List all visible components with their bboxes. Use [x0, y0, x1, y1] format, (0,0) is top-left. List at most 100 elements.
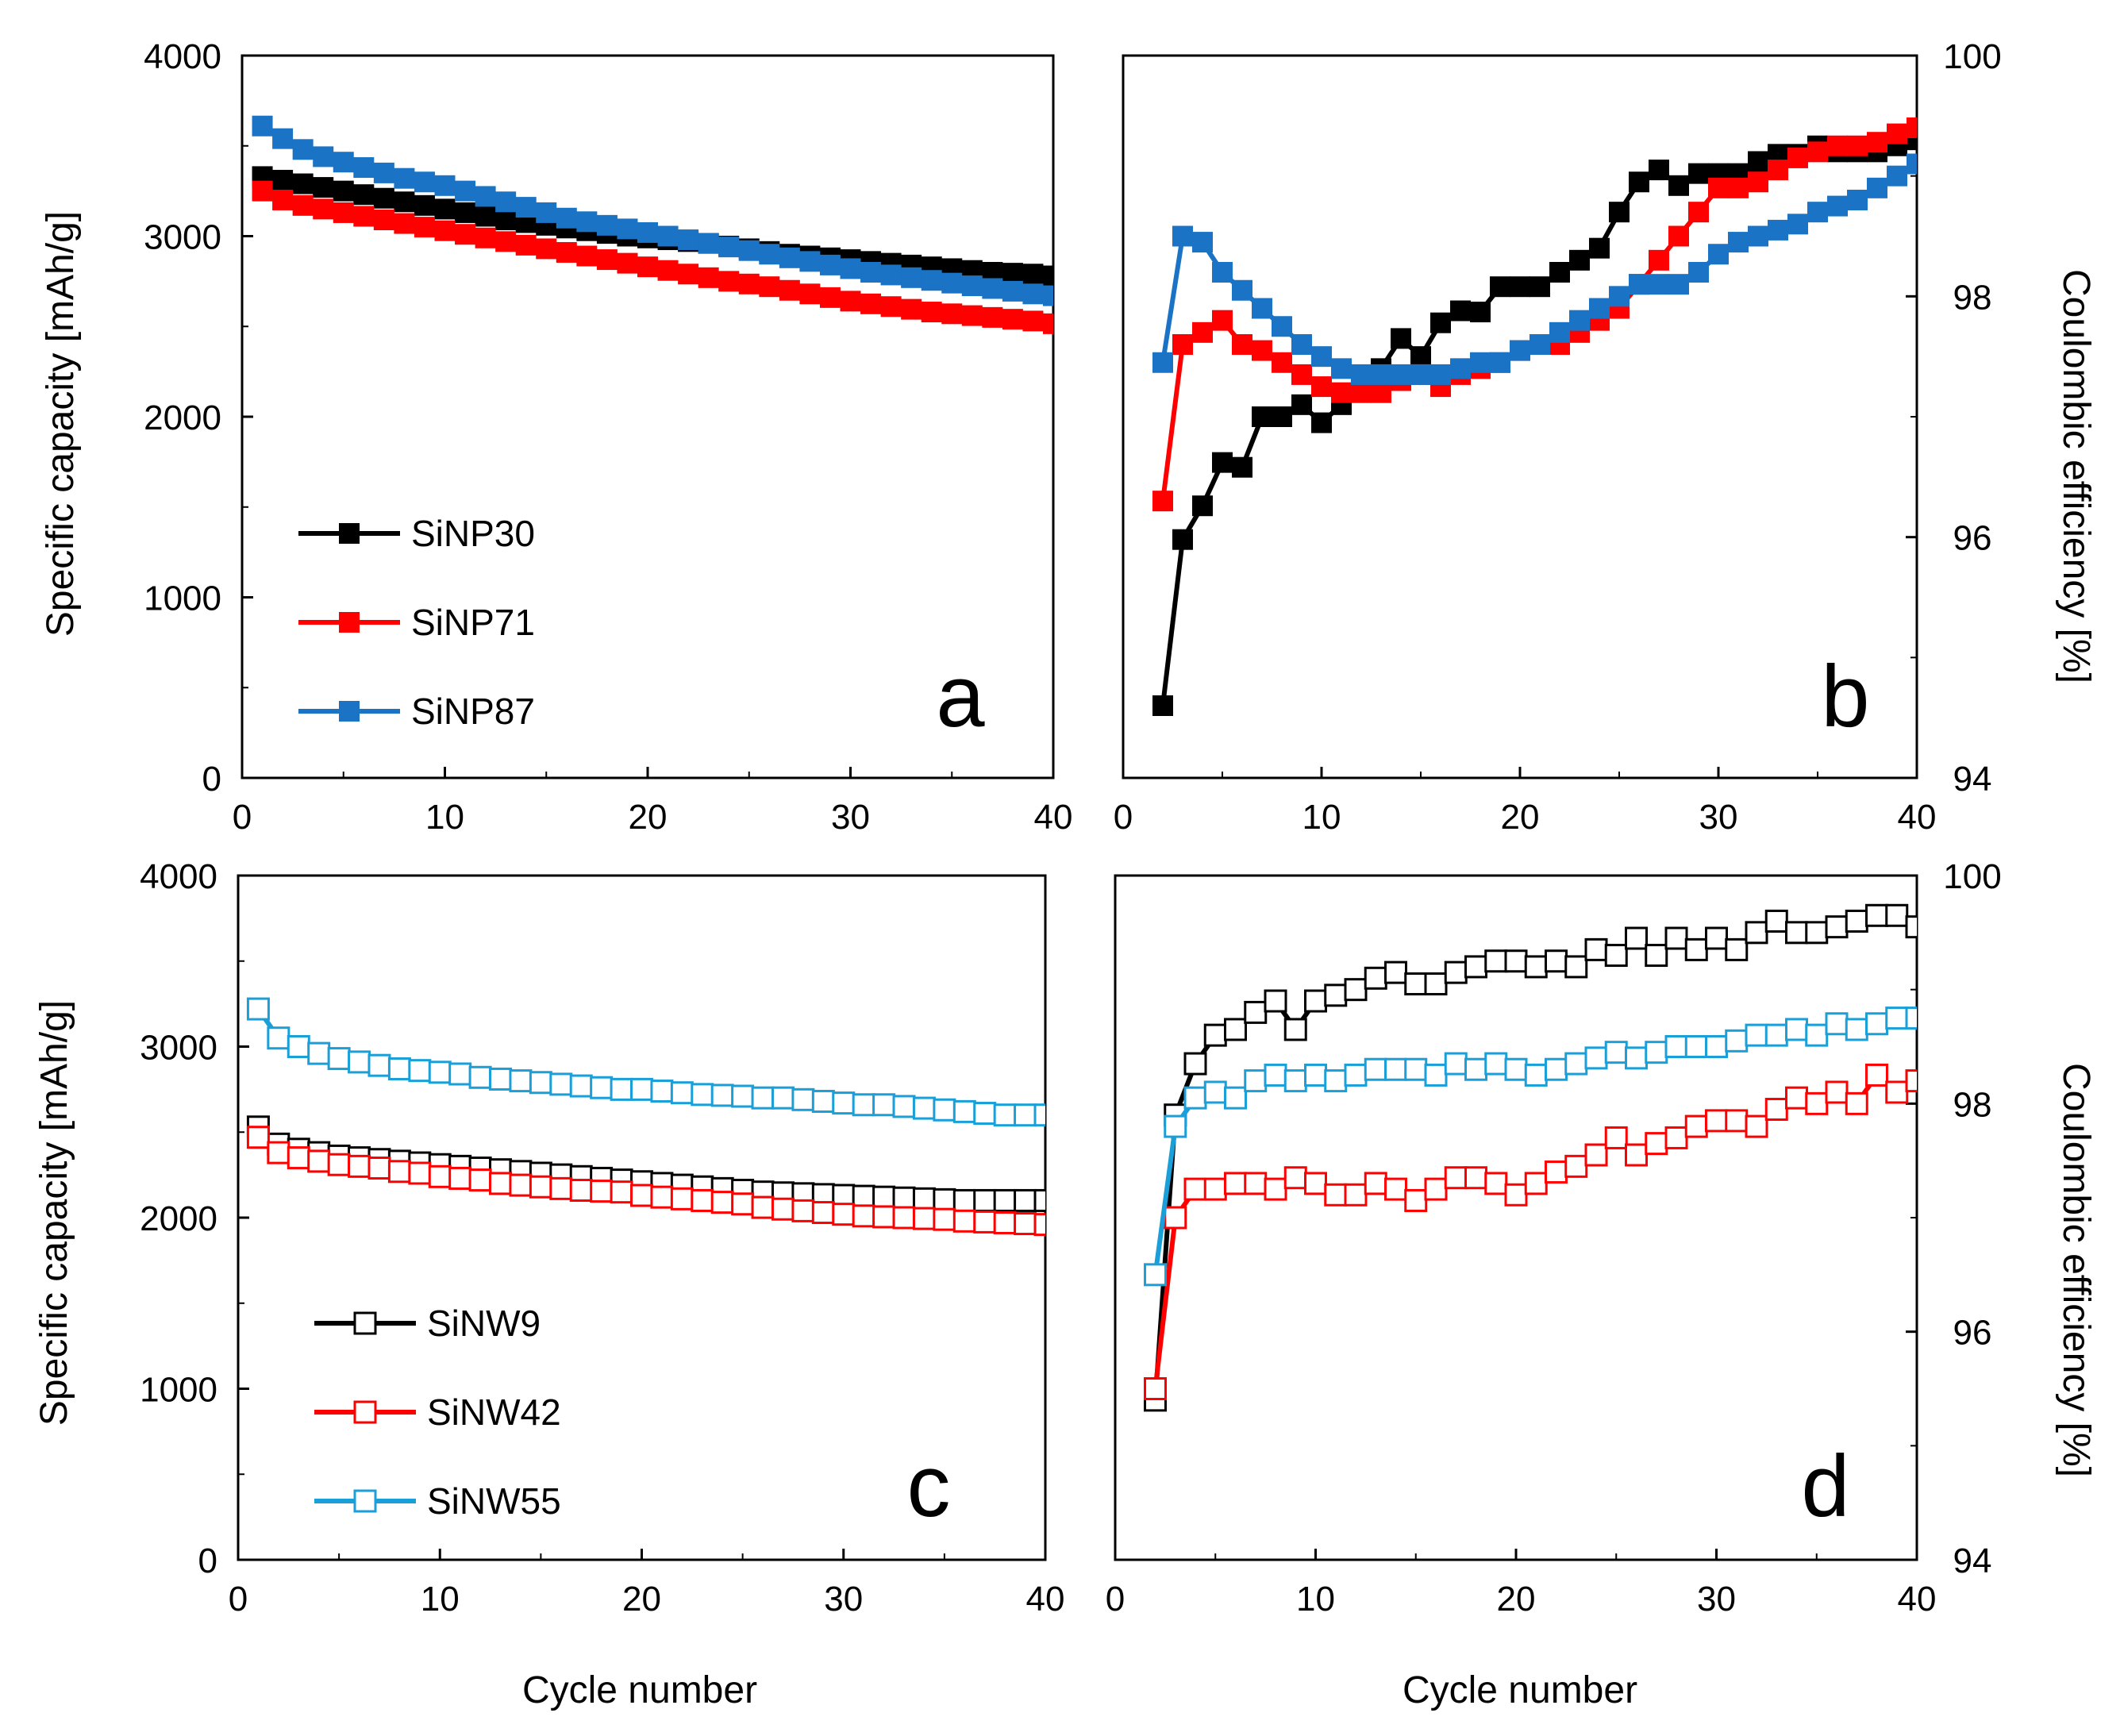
panel-b-series-sinp30-point: [1232, 456, 1252, 478]
panel-b-series-sinp87-point: [1688, 262, 1709, 283]
panel-d-series-sinw9-point: [1264, 989, 1287, 1013]
panel-b-series-sinp30-point: [1172, 529, 1193, 550]
panel-c-series-sinw55-point: [610, 1077, 633, 1101]
panel-c-letter: c: [907, 1438, 951, 1535]
panel-d-series-sinw9-point: [1604, 944, 1628, 968]
panel-a-series-sinp30-point: [455, 202, 476, 223]
panel-d-series-sinw42-point: [1805, 1091, 1829, 1115]
panel-d-series-sinw9-point: [1203, 1023, 1227, 1047]
panel-d-series-sinw9-point: [1524, 955, 1548, 979]
panel-a-plot-area: [252, 115, 1053, 334]
panel-d-series-sinw9-point: [1905, 915, 1917, 939]
panel-a-series-sinp71-point: [434, 220, 456, 241]
panel-c-series-sinw9-point: [933, 1187, 956, 1211]
panel-b-series-sinp30-point: [1410, 346, 1431, 368]
panel-a-series-sinp87-point: [617, 218, 638, 240]
panel-b-series-sinp71-point: [1827, 135, 1848, 156]
panel-c-series-sinw42-point: [267, 1141, 291, 1164]
panel-d-series-sinw9-point: [1283, 1018, 1307, 1041]
panel-d-series-sinw9-point: [1545, 949, 1568, 973]
panel-b-series-sinp87-point: [1569, 310, 1590, 331]
panel-d-series-sinw55-point: [1283, 1069, 1307, 1093]
panel-a-series-sinp71-point: [982, 306, 1003, 328]
panel-a-series-sinp71-point: [495, 231, 517, 252]
panel-c-series-sinw55-point: [731, 1084, 755, 1108]
panel-b-series-sinp87-point: [1470, 352, 1491, 373]
panel-b-series-sinp30-point: [1212, 452, 1233, 473]
panel-b-series-sinp30-point: [1470, 302, 1491, 323]
panel-c-series-sinw9-point: [912, 1187, 936, 1211]
panel-d-series-sinw9-point: [1304, 989, 1327, 1013]
panel-c-series-sinw9-point: [973, 1188, 997, 1212]
panel-b-series-sinp30-point: [1391, 328, 1411, 349]
panel-b-ytick-label: 94: [1953, 760, 1992, 799]
panel-d-series-sinw42-point: [1504, 1183, 1528, 1207]
panel-d-series-sinw9-point: [1825, 915, 1849, 939]
panel-a-series-sinp71-point: [617, 252, 638, 274]
panel-a-series-sinp71-point: [576, 245, 598, 267]
panel-a-xtick-label: 40: [1034, 798, 1073, 837]
panel-c-series-sinw55-point: [691, 1083, 714, 1107]
panel-b-series-sinp87-point: [1291, 334, 1312, 355]
panel-a-series-sinp30-point: [313, 177, 334, 198]
panel-b-series-sinp87-point: [1490, 352, 1510, 373]
panel-b-series-sinp30-point: [1649, 160, 1669, 181]
panel-a-series-sinp87-point: [252, 115, 273, 137]
panel-c-series-sinw9-point: [832, 1184, 856, 1207]
panel-d-series-sinw42-point: [1584, 1143, 1608, 1167]
panel-a-series-sinp30-point: [1022, 264, 1044, 285]
panel-d-series-sinw42-point: [1625, 1143, 1648, 1167]
panel-b-series-sinp71-point: [1728, 177, 1749, 198]
panel-b-series-sinp71-point: [1787, 147, 1808, 168]
panel-b-series-sinp71-point: [1867, 132, 1887, 153]
panel-d-xtick-label: 20: [1497, 1580, 1536, 1619]
panel-c-legend: SiNW9 SiNW42 SiNW55: [314, 1303, 561, 1522]
panel-a-series-sinp87-point: [921, 270, 942, 291]
panel-b-series-sinp71-point: [1172, 334, 1193, 355]
panel-c-series-sinw42-point: [1014, 1212, 1037, 1236]
panel-c-series-sinw55-point: [509, 1069, 533, 1093]
panel-d-series-sinw55-point: [1264, 1063, 1287, 1087]
panel-c-series-sinw55-point: [710, 1084, 734, 1107]
panel-a-ytick-label: 1000: [144, 579, 221, 618]
panel-a-series-sinp71-point: [333, 202, 354, 223]
panel-c-series-sinw55-point: [287, 1035, 310, 1058]
panel-c-series-sinw42-point: [387, 1160, 411, 1184]
panel-a-series-sinp71-point: [637, 256, 658, 278]
panel-b-series-sinp71-point: [1768, 160, 1788, 181]
panel-b-series-sinp87-point: [1212, 262, 1233, 283]
panel-b-series-sinp87-point: [1549, 321, 1570, 343]
panel-b-series-sinp87-point: [1807, 202, 1828, 223]
panel-a-ylabel: Specific capacity [mAh/g]: [40, 211, 82, 637]
panel-a-series-sinp71-point: [1043, 313, 1053, 334]
panel-a-series-sinp87-point: [333, 152, 354, 173]
panel-a-series-sinp87-point: [941, 272, 963, 294]
panel-d-series-sinw42-point: [1304, 1172, 1327, 1195]
panel-b-series-sinp71-point: [1748, 171, 1768, 193]
panel-d-series-sinw55-point: [1745, 1023, 1768, 1047]
panel-c-series-sinw55-point: [650, 1080, 674, 1103]
panel-c-legend-label: SiNW42: [427, 1391, 561, 1433]
panel-a-legend-swatch-marker: [339, 612, 360, 633]
panel-d-series-sinw55-point: [1604, 1041, 1628, 1064]
panel-c-series-sinw55-point: [327, 1047, 351, 1071]
panel-d-series-sinw42-point: [1684, 1114, 1708, 1138]
panel-c-series-sinw42-point: [348, 1154, 371, 1178]
panel-a-series-sinp71-point: [556, 241, 577, 263]
panel-b-series-sinp30-point: [1450, 300, 1471, 321]
panel-c-series-sinw55-point: [348, 1050, 371, 1074]
panel-d-series-sinw55-point: [1404, 1057, 1428, 1081]
panel-b-series-sinp30-point: [1272, 406, 1292, 427]
panel-b-series-sinp71-point: [1649, 249, 1669, 271]
panel-b-series-sinp87-point: [1748, 225, 1768, 247]
panel-a-series-sinp30-point: [1002, 263, 1023, 284]
panel-d-series-sinw55-point: [1764, 1023, 1788, 1047]
panel-b-series-sinp87-point: [1510, 340, 1530, 361]
panel-b-series-sinp71-point: [1351, 382, 1372, 403]
panel-a-ytick-label: 4000: [144, 37, 221, 76]
panel-d-series-sinw9-point: [1845, 909, 1868, 933]
panel-a-series-sinp87-point: [272, 128, 294, 149]
panel-b-series-sinp30-point: [1152, 695, 1173, 716]
panel-c-ytick-label: 2000: [140, 1199, 217, 1238]
